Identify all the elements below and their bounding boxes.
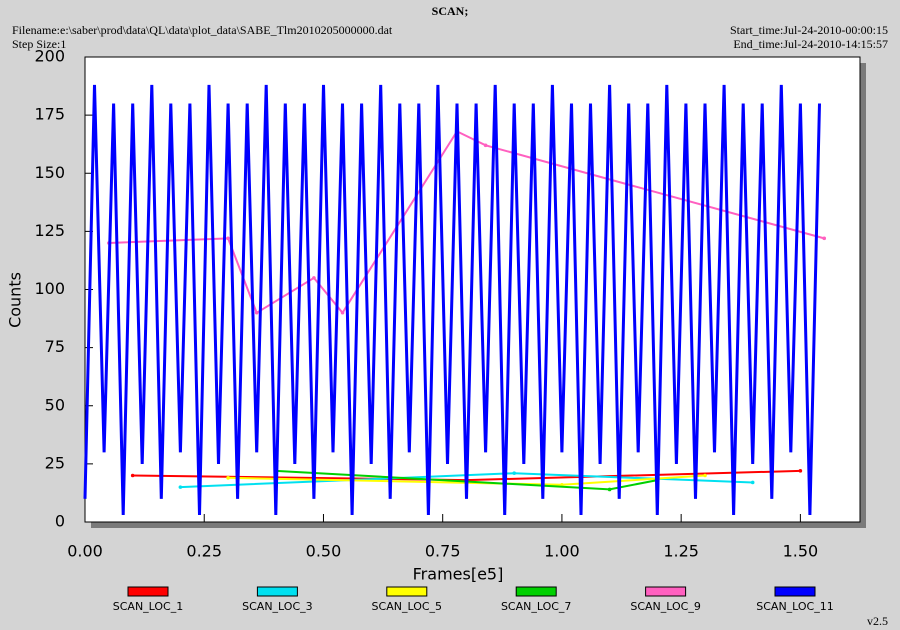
chart-title: SCAN; (432, 4, 469, 18)
x-tick-label: 1.25 (663, 542, 699, 561)
x-tick-label: 1.50 (783, 542, 819, 561)
legend-label: SCAN_LOC_1 (113, 600, 184, 613)
y-tick-label: 50 (45, 395, 65, 414)
legend-label: SCAN_LOC_9 (630, 600, 701, 613)
x-tick-label: 0.75 (425, 542, 461, 561)
data-point (798, 469, 803, 473)
legend-swatch (127, 586, 169, 597)
data-point (178, 485, 183, 489)
y-tick-label: 100 (34, 279, 65, 298)
data-point (130, 473, 135, 478)
y-tick-label: 25 (45, 453, 65, 472)
data-point (607, 487, 612, 492)
y-tick-label: 175 (34, 105, 65, 124)
version: v2.5 (867, 614, 888, 628)
data-point (226, 476, 230, 480)
y-tick-label: 0 (55, 512, 65, 531)
y-tick-label: 75 (45, 337, 65, 356)
legend-swatch (774, 586, 816, 597)
legend-swatch (386, 586, 428, 597)
end-time: End_time:Jul-24-2010-14:15:57 (733, 37, 888, 51)
y-tick-label: 125 (34, 221, 65, 240)
legend-label: SCAN_LOC_11 (756, 600, 834, 613)
data-point (512, 471, 517, 475)
x-tick-label: 0.00 (67, 542, 103, 561)
y-tick-label: 200 (34, 47, 65, 66)
legend-label: SCAN_LOC_3 (242, 600, 313, 613)
filename: Filename:e:\saber\prod\data\QL\data\plot… (12, 23, 393, 37)
x-tick-label: 0.50 (306, 542, 342, 561)
x-axis-label: Frames[e5] (413, 565, 504, 584)
data-point (560, 483, 564, 487)
legend-label: SCAN_LOC_7 (501, 600, 572, 613)
step-size: Step Size:1 (12, 37, 66, 51)
x-tick-label: 1.00 (544, 542, 580, 561)
legend-swatch (256, 586, 298, 597)
data-point (483, 143, 488, 148)
data-point (254, 310, 259, 315)
data-point (340, 310, 345, 315)
series-line (83, 84, 821, 516)
legend-swatch (515, 586, 557, 597)
legend-swatch (645, 586, 687, 597)
y-axis-label: Counts (6, 272, 25, 328)
data-point (703, 473, 707, 478)
y-tick-label: 150 (34, 163, 65, 182)
start-time: Start_time:Jul-24-2010-00:00:15 (730, 23, 888, 37)
data-point (822, 236, 827, 241)
data-point (312, 276, 316, 280)
data-point (226, 236, 230, 241)
data-point (750, 480, 755, 485)
legend-label: SCAN_LOC_5 (372, 600, 443, 613)
x-tick-label: 0.25 (186, 542, 222, 561)
